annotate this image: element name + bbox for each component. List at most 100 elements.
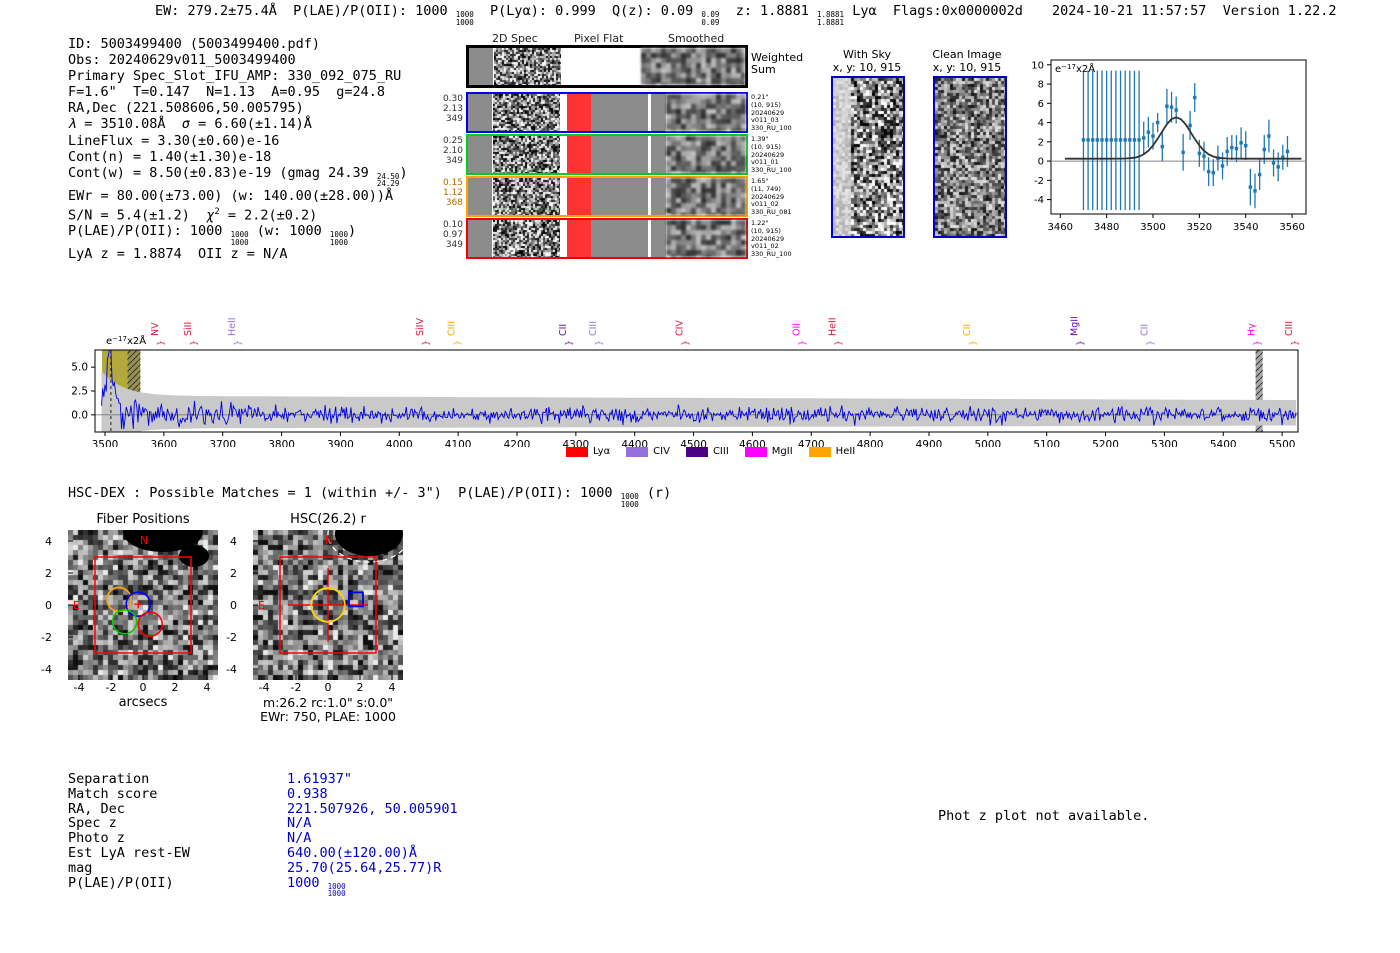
north-label: N [140, 534, 148, 547]
strip-segment [567, 94, 591, 131]
tick-label: -2 [290, 681, 302, 694]
strip-segment [591, 94, 648, 131]
emission-line-bracket: { [797, 340, 807, 346]
strip-segment [468, 178, 492, 215]
svg-text:5100: 5100 [1033, 439, 1060, 447]
svg-text:0: 0 [1038, 157, 1044, 168]
fiber-circle [111, 609, 138, 635]
emission-line-bracket: { [188, 340, 198, 346]
hsc-dex-summary: HSC-DEX : Possible Matches = 1 (within +… [68, 485, 672, 509]
header-datetime: 2024-10-21 11:57:57 Version 1.22.2 [1052, 3, 1337, 19]
tick-label: -2 [41, 631, 52, 644]
strip-segment [468, 136, 492, 173]
emission-line-bracket: { [679, 340, 689, 346]
weighted-sum-strip [466, 45, 748, 88]
legend-swatch [744, 446, 767, 457]
info-line: Cont(w) = 8.50(±0.83)e-19 (gmag 24.39 24… [68, 164, 408, 189]
aperture-circle [310, 587, 346, 623]
report-version: Version 1.22.2 [1222, 3, 1337, 19]
legend-item: MgII [744, 446, 793, 457]
emission-line-bracket: { [232, 340, 242, 346]
match-table-row: Separation 1.61937" [68, 772, 458, 787]
linefit-chart: 3460 3480 3500 3520 3540 3560 -4 -2 0 2 4 6 8 10 e−17x… [1031, 59, 1307, 233]
fiber-circle [137, 611, 163, 637]
emission-line-label: NV [150, 322, 161, 336]
info-line: P(LAE)/P(OII): 1000 1000 1000 (w: 1000 10… [68, 223, 357, 247]
svg-text:4100: 4100 [445, 439, 472, 447]
tick-label: 4 [203, 681, 211, 694]
strip-segment [651, 178, 666, 215]
strip-right-label: 0.21" (10, 915) 20240629 v011_03 330_RU_… [751, 93, 792, 133]
svg-text:-2: -2 [1034, 176, 1044, 187]
tick-label: -4 [73, 681, 85, 694]
spectrum-legend: Lyα CIV CIII MgII HeII [566, 446, 855, 457]
match-table-row: Photo z N/A [68, 831, 458, 846]
hsc-cutout-title: HSC(26.2) r [290, 512, 366, 527]
legend-label: MgII [771, 446, 793, 457]
tick-label: -4 [258, 681, 270, 694]
north-label: N [325, 534, 333, 547]
emission-line-label: SiII [183, 322, 194, 336]
svg-text:0.0: 0.0 [71, 409, 88, 421]
svg-text:3900: 3900 [327, 439, 354, 447]
match-table-row: mag 25.70(25.64,25.77)R [68, 859, 458, 876]
tick-label: 0 [230, 599, 237, 612]
fiber-2d-strip [466, 134, 748, 175]
emission-line-bracket: { [1144, 340, 1154, 346]
svg-text:5400: 5400 [1210, 439, 1237, 447]
fiber-xaxis-label: arcsecs [118, 695, 168, 710]
emission-line-bracket: { [155, 340, 165, 346]
emission-line-label: CIV [674, 320, 685, 336]
emission-line-label: OII [792, 323, 803, 336]
legend-item: HeII [808, 446, 855, 457]
match-table-row: RA, Dec 221.507926, 50.005901 [68, 801, 458, 817]
match-table-label: Photo z [68, 830, 125, 847]
match-table-label: mag [68, 859, 93, 876]
clean-image [933, 76, 1007, 238]
emission-line-label: MgII [1069, 316, 1080, 336]
legend-swatch [566, 446, 588, 457]
tick-label: 0 [139, 681, 147, 694]
tick-label: 2 [45, 567, 52, 580]
match-table-label: P(LAE)/P(OII) [68, 874, 174, 891]
info-line: LyA z = 1.8874 OII z = N/A [68, 246, 288, 263]
match-table-label: Separation [68, 771, 150, 787]
strip-left-label: 0.25 2.10 349 [442, 136, 463, 166]
strip-segment [567, 136, 591, 173]
strip-left-label: 0.15 1.12 368 [442, 178, 463, 208]
emission-line-bracket: { [420, 340, 430, 346]
fiber-2d-strip [466, 92, 748, 133]
legend-item: Lyα [566, 446, 610, 457]
hsc-caption-1: m:26.2 rc:1.0" s:0.0" [262, 695, 394, 710]
svg-text:3800: 3800 [268, 439, 295, 447]
emission-line-bracket: { [452, 340, 462, 346]
strip-segment [651, 220, 666, 257]
emission-line-label: SiIV [415, 318, 426, 336]
smoothed-title: Smoothed [668, 32, 725, 45]
emission-line-bracket: { [1289, 340, 1299, 346]
strip-right-label: 1.22" (10, 915) 20240629 v011_02 330_RU_… [751, 219, 792, 259]
hsc-caption-2: EWr: 750, PLAE: 1000 [260, 709, 396, 724]
fiber-circle [125, 591, 151, 617]
photz-note: Phot z plot not available. [938, 808, 1150, 824]
legend-swatch [685, 446, 708, 457]
svg-text:3540: 3540 [1233, 222, 1258, 233]
svg-text:5.0: 5.0 [71, 362, 88, 374]
svg-text:4000: 4000 [386, 439, 413, 447]
legend-swatch [626, 446, 649, 457]
legend-item: CIV [626, 446, 670, 457]
emission-line-label: HeII [827, 317, 838, 336]
fiber-2d-strip [466, 218, 748, 259]
strip-segment [651, 136, 666, 173]
svg-text:4: 4 [1038, 118, 1044, 129]
weighted-sum-label: Weighted Sum [751, 51, 804, 76]
svg-text:2.5: 2.5 [71, 386, 88, 398]
svg-text:3500: 3500 [1140, 222, 1165, 233]
svg-text:4800: 4800 [857, 439, 884, 447]
fiber-2d-strip [466, 176, 748, 217]
detection-info-block: ID: 5003499400 (5003499400.pdf) Obs: 2024… [68, 36, 408, 263]
tick-label: 2 [171, 681, 179, 694]
tick-label: 0 [45, 599, 52, 612]
emission-line-bracket: { [1252, 340, 1262, 346]
